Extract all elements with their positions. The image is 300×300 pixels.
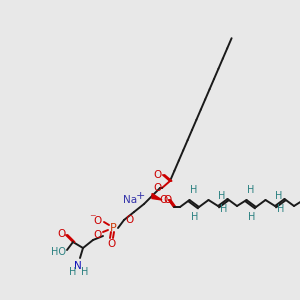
Text: O: O [153, 183, 161, 193]
Text: H: H [247, 185, 254, 195]
Text: ⁻: ⁻ [89, 212, 95, 226]
Text: O: O [125, 215, 133, 225]
Text: O: O [164, 195, 172, 205]
Text: H: H [218, 191, 226, 201]
Text: H: H [69, 267, 77, 277]
Text: O: O [159, 195, 167, 205]
Polygon shape [152, 194, 162, 200]
Text: H: H [275, 191, 283, 201]
Text: HO: HO [52, 247, 67, 257]
Text: P: P [110, 223, 116, 233]
Text: +: + [135, 191, 145, 201]
Text: H: H [81, 267, 89, 277]
Text: O: O [93, 216, 101, 226]
Text: O: O [153, 170, 161, 180]
Text: O: O [93, 230, 101, 240]
Text: H: H [191, 212, 199, 222]
Text: H: H [190, 185, 197, 195]
Text: H: H [248, 212, 256, 222]
Text: O: O [107, 239, 115, 249]
Text: Na: Na [123, 195, 137, 205]
Text: H: H [220, 204, 227, 214]
Text: O: O [57, 229, 65, 239]
Text: H: H [277, 204, 284, 214]
Text: N: N [74, 261, 82, 271]
